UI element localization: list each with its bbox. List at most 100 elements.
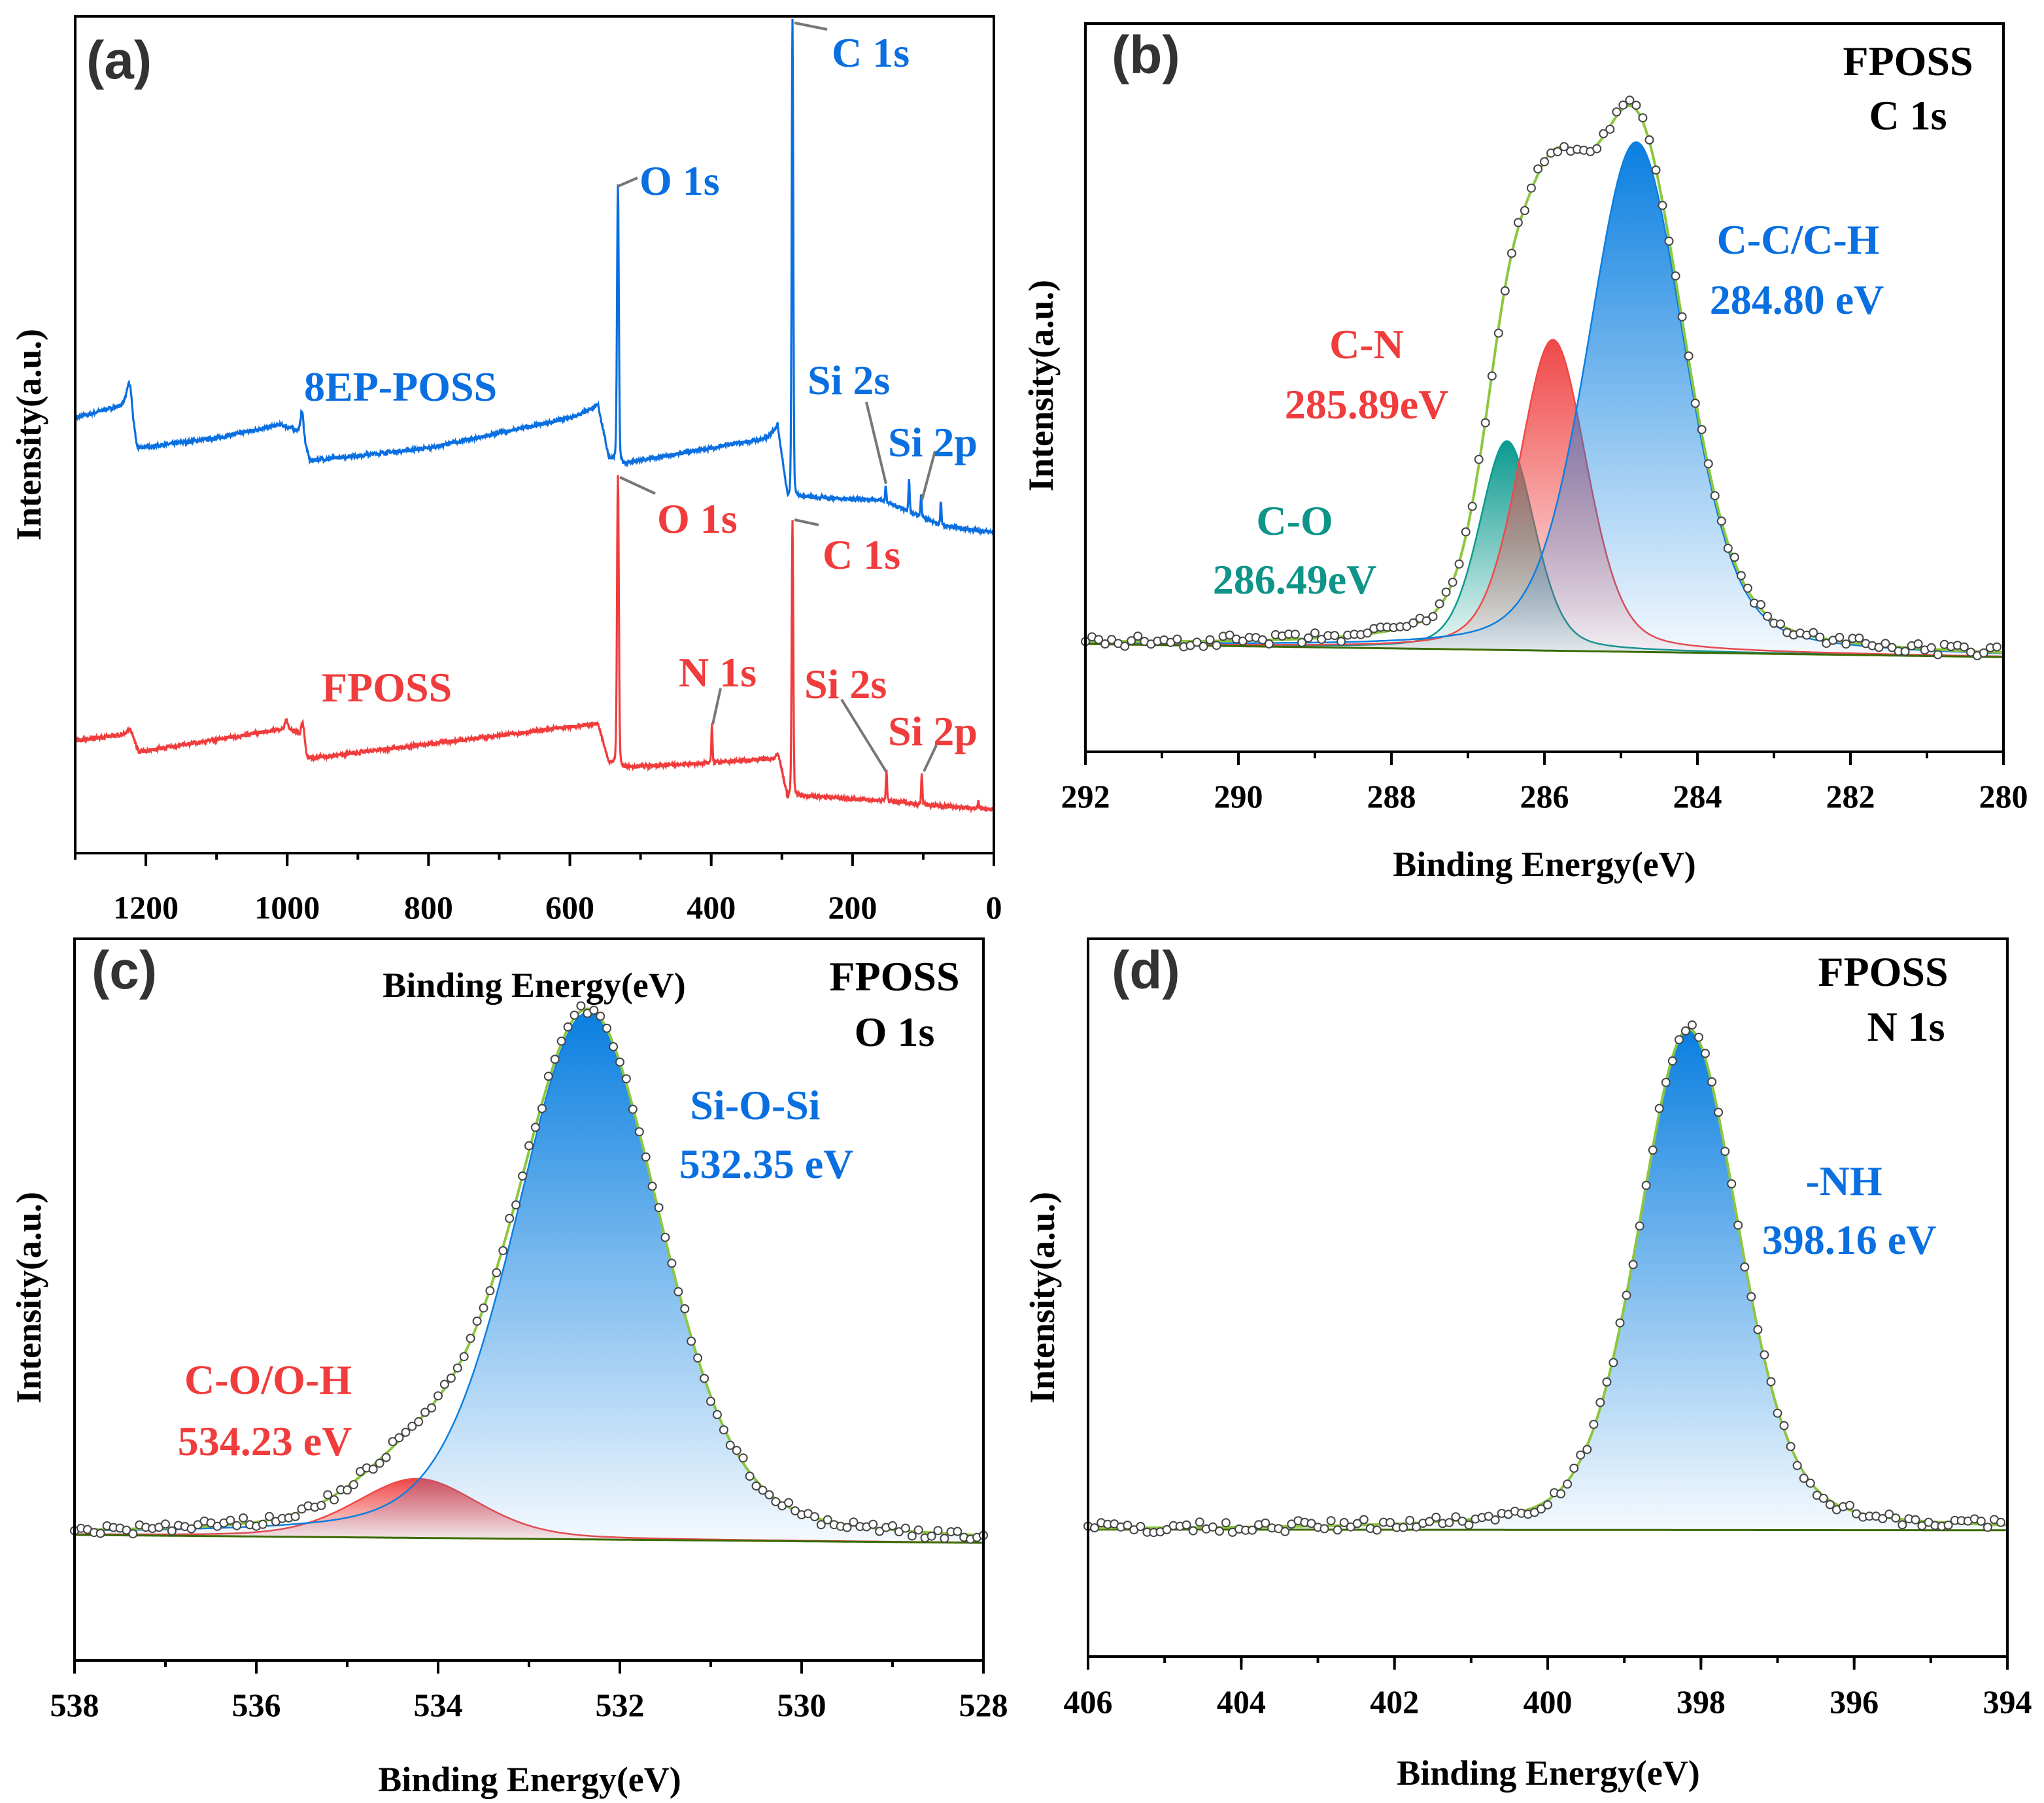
data-point: [1500, 286, 1510, 295]
data-point: [1599, 129, 1609, 139]
data-point: [375, 1458, 384, 1468]
x-tick-label: 532: [596, 1687, 645, 1723]
x-tick-label: 282: [1826, 778, 1875, 815]
data-point: [758, 1485, 768, 1495]
data-point: [343, 1485, 352, 1495]
panel-c-o1s: 538 536 534 532 530 528 (c) FPOSS O 1s Si-O-S…: [9, 937, 1008, 1799]
data-point: [1408, 618, 1418, 628]
data-point: [1553, 147, 1563, 157]
data-point: [1799, 1474, 1809, 1483]
data-point: [1214, 1526, 1224, 1536]
data-point: [1743, 583, 1752, 593]
data-point: [719, 1425, 728, 1435]
data-point: [1786, 1441, 1796, 1451]
annotation-red-si2p: Si 2p: [888, 708, 978, 754]
panel-a-survey: 1200 1000 800 600 400 200 0 (a) C 1s O 1s 8EP-…: [9, 15, 1002, 1005]
data-point: [258, 1519, 267, 1529]
annotation-blue-si2s: Si 2s: [808, 357, 890, 403]
data-point: [1100, 639, 1110, 649]
data-point: [1680, 1026, 1690, 1036]
leader-line: [840, 698, 887, 773]
data-point: [596, 1011, 605, 1021]
data-point: [1297, 637, 1306, 647]
data-point: [414, 1417, 424, 1426]
data-point: [290, 1511, 300, 1521]
data-point: [1261, 1518, 1270, 1528]
x-tick-label: 600: [545, 889, 594, 926]
data-point: [907, 1531, 917, 1541]
data-point: [511, 1200, 521, 1210]
data-point: [1661, 1077, 1671, 1087]
panel-a-plot-area: 1200 1000 800 600 400 200 0: [74, 15, 1002, 926]
annotation-blue-c1s: C 1s: [832, 29, 910, 76]
panel-d-plot-area: 406 404 402 400 398 396 394: [1064, 937, 2032, 1720]
data-point: [1464, 1520, 1474, 1530]
data-point: [1891, 1513, 1901, 1523]
annotation-red-n1s: N 1s: [679, 649, 757, 696]
panel-a-label: (a): [86, 31, 152, 90]
data-point: [1701, 1049, 1710, 1058]
data-point: [1474, 454, 1484, 464]
data-point: [1435, 599, 1444, 609]
data-point: [1881, 639, 1890, 649]
panel-b-label: (b): [1112, 25, 1180, 85]
data-point: [1162, 1525, 1172, 1534]
data-point: [1520, 206, 1529, 216]
peak-label-co: C-O: [1256, 497, 1333, 544]
panel-c-plot-area: 538 536 534 532 530 528: [50, 937, 1008, 1723]
data-point: [381, 1453, 391, 1462]
data-point: [745, 1472, 755, 1481]
data-point: [784, 1498, 794, 1508]
annotation-red-o1s: O 1s: [657, 496, 738, 542]
data-point: [1280, 1526, 1290, 1536]
data-point: [823, 1515, 832, 1525]
peak-label-si-o-si: Si-O-Si: [690, 1082, 820, 1128]
data-point: [1480, 418, 1490, 428]
data-point: [128, 1529, 138, 1539]
panel-d-label: (d): [1112, 941, 1180, 1000]
data-point: [1451, 1512, 1461, 1522]
data-point: [1648, 1145, 1658, 1155]
data-point: [505, 1213, 515, 1223]
x-tick-label: 400: [687, 889, 736, 926]
data-point: [940, 1534, 949, 1543]
component-fill--nh: [1088, 1029, 2007, 1530]
data-point: [1926, 643, 1936, 652]
data-point: [1543, 1500, 1552, 1509]
data-point: [1352, 1519, 1362, 1528]
data-point: [1487, 371, 1497, 381]
component-fill-c-n: [1085, 339, 2003, 658]
legend-8ep-poss: 8EP-POSS: [304, 363, 497, 410]
data-point: [330, 1495, 339, 1505]
data-point: [1815, 632, 1825, 642]
data-point: [809, 1512, 819, 1522]
data-point: [1733, 1221, 1743, 1230]
data-point: [498, 1246, 508, 1256]
data-point: [1671, 271, 1680, 281]
data-point: [1658, 201, 1667, 211]
data-point: [1386, 1518, 1395, 1527]
legend-fposs: FPOSS: [322, 664, 452, 711]
x-tick-label: 396: [1830, 1683, 1879, 1720]
panel-d-y-axis-title: Intensity(a.u.): [1023, 1192, 1062, 1404]
data-point: [927, 1531, 936, 1541]
data-point: [1359, 1515, 1369, 1525]
data-point: [1845, 1500, 1854, 1510]
x-tick-label: 290: [1214, 778, 1263, 815]
data-point: [1618, 100, 1628, 110]
data-point: [849, 1517, 859, 1527]
data-point: [232, 1521, 242, 1530]
data-point: [95, 1528, 105, 1538]
x-tick-label: 1200: [113, 889, 179, 926]
data-point: [1192, 637, 1202, 647]
data-point: [427, 1403, 437, 1413]
panel-b-x-axis-title: Binding Energy(eV): [1393, 845, 1696, 884]
data-point: [1337, 637, 1346, 647]
data-point: [1454, 559, 1464, 569]
x-tick-label: 0: [986, 889, 1002, 926]
data-point: [628, 1104, 638, 1114]
data-point: [1136, 1522, 1146, 1531]
data-point: [1651, 165, 1661, 175]
data-point: [1363, 628, 1372, 638]
panel-c-title-sample: FPOSS: [829, 953, 959, 1000]
